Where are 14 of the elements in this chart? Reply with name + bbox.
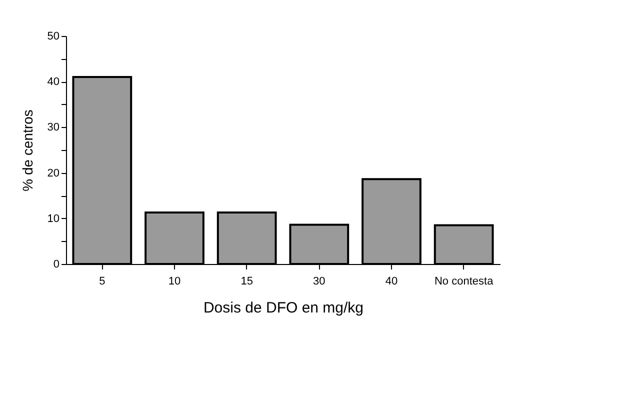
y-tick-label: 0 [53,258,60,270]
y-axis-title: % de centros [19,110,36,192]
x-tick-label: 30 [313,276,326,288]
y-tick-label: 20 [47,167,60,180]
x-tick-label: 10 [168,276,181,288]
y-tick-label: 10 [47,212,60,225]
y-tick-label: 30 [47,122,60,134]
x-axis-title: Dosis de DFO en mg/kg [203,300,364,316]
x-tick-label: 40 [385,276,398,288]
x-tick-label: 5 [99,276,106,288]
y-tick-label: 50 [47,30,60,42]
y-tick-label: 40 [47,76,60,88]
x-tick-label: No contesta [434,276,494,288]
x-tick-label: 15 [240,276,253,288]
